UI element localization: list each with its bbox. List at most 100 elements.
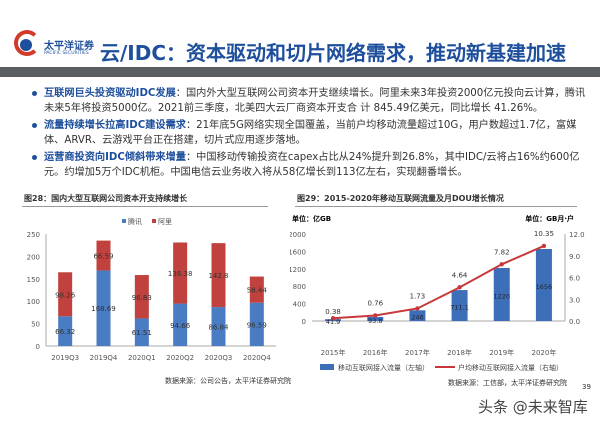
line-label: 0.76 [367, 299, 383, 307]
right-tick-label: 0.0 [569, 318, 580, 326]
bullet-body: ：国内外大型互联网公司资本开支继续增长。阿里未来3年投资2000亿元投向云计算，… [44, 88, 586, 114]
bullet-body: ：21年底5G网络实现全国覆盖，当前户均移动流量超过10G，用户数超过1.7亿，… [44, 120, 577, 146]
header-band [0, 67, 600, 77]
bullet-heading: 运营商投资向IDC倾斜带来增量 [44, 152, 186, 163]
left-tick-label: 1200 [290, 266, 306, 274]
bar [493, 267, 510, 321]
y-tick-label: 150 [27, 276, 40, 284]
right-tick-label: 12.0 [569, 231, 585, 239]
bar [249, 276, 264, 303]
data-label: 136.38 [168, 270, 193, 278]
bar [211, 243, 226, 308]
data-label: 58.44 [247, 287, 268, 295]
x-tick-label: 2019年 [489, 348, 514, 357]
data-label: 66.59 [93, 253, 113, 261]
x-tick-label: 2020Q3 [205, 354, 233, 362]
line-series [333, 245, 545, 320]
bar [173, 242, 188, 304]
bar [96, 270, 111, 346]
legend-swatch [152, 219, 156, 223]
x-tick-label: 2019Q4 [90, 354, 118, 362]
line-label: 1.73 [410, 292, 426, 300]
left-tick-label: 800 [293, 283, 306, 291]
bar [211, 307, 226, 346]
x-tick-label: 2020年 [532, 348, 557, 357]
line-label: 4.64 [452, 271, 468, 279]
bar [451, 290, 468, 321]
line-point [330, 316, 336, 321]
legend-label: 阿里 [158, 217, 172, 226]
y-tick-label: 100 [27, 298, 40, 306]
bar [409, 310, 426, 321]
x-tick-label: 2020Q2 [166, 354, 194, 362]
logo-icon [14, 30, 40, 56]
right-unit: 单位：GB月·户 [525, 214, 574, 223]
left-unit: 单位：亿GB [292, 214, 331, 223]
bar-label: 41.9 [326, 318, 340, 326]
logo-name-en: PACIFIC SECURITIES [44, 51, 89, 56]
line-point [457, 285, 462, 290]
bar [96, 240, 111, 271]
bullet-item: 互联网巨头投资驱动IDC发展：国内外大型互联网公司资本开支继续增长。阿里未来3年… [32, 86, 587, 116]
chart2-rule [295, 206, 577, 207]
bar-label: 246 [411, 314, 423, 322]
x-tick-label: 2020Q1 [128, 354, 156, 362]
bullet-list: 互联网巨头投资驱动IDC发展：国内外大型互联网公司资本开支继续增长。阿里未来3年… [32, 86, 587, 182]
x-tick-label: 2019Q3 [51, 354, 79, 362]
line-label: 10.35 [534, 230, 554, 238]
data-label: 96.83 [132, 294, 152, 302]
chart1-source: 数据来源：公司公告，太平洋证券研究院 [165, 377, 291, 385]
legend-label: 腾讯 [128, 217, 142, 226]
bullet-item: 流量持续增长拉高IDC建设需求：21年底5G网络实现全国覆盖，当前户均移动流量超… [32, 118, 587, 148]
y-tick-label: 200 [27, 253, 40, 261]
data-label: 142.8 [208, 272, 228, 280]
legend-label: 户均移动互联网接入流量（右轴） [458, 363, 563, 372]
bar-label: 93.8 [368, 317, 382, 325]
bar [249, 302, 264, 346]
logo-name: 太平洋证券 [44, 41, 94, 52]
bar [58, 272, 73, 317]
legend-swatch [320, 364, 334, 370]
chart2-title: 图29：2015-2020年移动互联网流量及月DOU增长情况 [297, 194, 504, 203]
bar [58, 316, 73, 346]
data-label: 61.51 [132, 329, 152, 337]
legend-swatch [122, 219, 126, 223]
line-point [499, 262, 504, 267]
page-title: 云/IDC：资本驱动和切片网络需求，推动新基建加速 [100, 41, 567, 65]
chart2-source: 数据来源：工信部，太平洋证券研究院 [448, 379, 567, 387]
x-tick-label: 2017年 [405, 348, 430, 357]
left-tick-label: 0 [302, 318, 306, 326]
bar-label: 1656 [536, 283, 553, 291]
legend-label: 移动互联网接入流量（左轴） [338, 363, 429, 372]
left-tick-label: 400 [293, 301, 306, 309]
bullet-heading: 流量持续增长拉高IDC建设需求 [44, 120, 186, 131]
x-tick-label: 2020Q4 [243, 354, 271, 362]
watermark: 头条 @未来智库 [478, 398, 588, 416]
bullet-body: ：中国移动传输投资在capex占比从24%提升到26.8%，其中IDC/云将占1… [44, 152, 580, 178]
chart1-title: 图28：国内大型互联网公司资本开支持续增长 [24, 194, 188, 203]
x-tick-label: 2018年 [447, 348, 472, 357]
line-point [541, 243, 547, 249]
y-tick-label: 250 [27, 231, 40, 239]
bar-label: 711.1 [450, 304, 469, 312]
bar [367, 316, 384, 321]
data-label: 168.69 [91, 305, 116, 313]
bar [173, 303, 188, 346]
line-point [373, 313, 378, 318]
data-label: 96.59 [247, 321, 267, 329]
y-tick-label: 50 [31, 321, 40, 329]
page-number: 39 [582, 383, 591, 391]
data-label: 66.32 [55, 328, 75, 336]
bar [134, 275, 149, 319]
chart2: 单位：亿GB 单位：GB月·户 0 400 800 1200 1600 2000 0.0 3.0 6… [290, 214, 585, 372]
line-point [415, 306, 420, 311]
bullet-item: 运营商投资向IDC倾斜带来增量：中国移动传输投资在capex占比从24%提升到2… [32, 150, 587, 180]
bar [134, 318, 149, 346]
x-tick-label: 2015年 [321, 348, 346, 357]
y-tick-label: 0 [36, 343, 40, 351]
right-tick-label: 3.0 [569, 296, 580, 304]
right-tick-label: 9.0 [569, 253, 580, 261]
logo-dot [20, 39, 32, 51]
bullet-heading: 互联网巨头投资驱动IDC发展 [44, 88, 176, 99]
